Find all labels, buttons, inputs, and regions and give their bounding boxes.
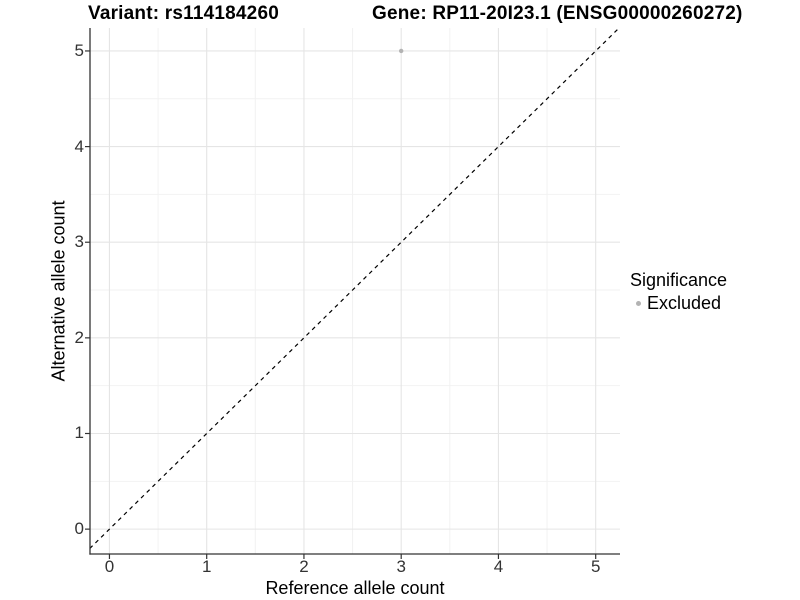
y-tick-label: 5 — [74, 40, 84, 60]
legend-item-label: Excluded — [647, 293, 722, 313]
x-axis-title: Reference allele count — [265, 578, 445, 598]
x-tick-label: 2 — [299, 557, 309, 576]
y-axis-title: Alternative allele count — [48, 200, 69, 382]
y-tick-label: 1 — [74, 423, 84, 443]
x-tick-label: 3 — [396, 557, 406, 576]
identity-line — [90, 28, 620, 550]
axis-tick-marks — [85, 50, 597, 559]
legend-title: Significance — [630, 270, 728, 290]
x-tick-label: 0 — [104, 557, 115, 576]
data-points — [398, 48, 404, 54]
y-tick-label: 3 — [74, 232, 84, 252]
legend-item-excluded: Excluded — [636, 293, 727, 313]
x-tick-label: 5 — [590, 557, 601, 576]
variant-title: Variant: rs114184260 — [88, 3, 279, 24]
gene-title: Gene: RP11-20I23.1 (ENSG00000260272) — [372, 3, 743, 24]
excluded-point-icon — [636, 300, 641, 306]
legend: Significance Excluded — [630, 270, 727, 313]
minor-gridlines — [90, 28, 620, 554]
x-tick-label: 1 — [201, 557, 212, 576]
y-tick-label: 4 — [74, 136, 84, 156]
axis-lines — [89, 28, 620, 555]
y-tick-label: 2 — [74, 327, 84, 347]
major-gridlines — [90, 28, 620, 554]
y-tick-label: 0 — [74, 519, 84, 539]
x-tick-label: 4 — [493, 557, 504, 576]
